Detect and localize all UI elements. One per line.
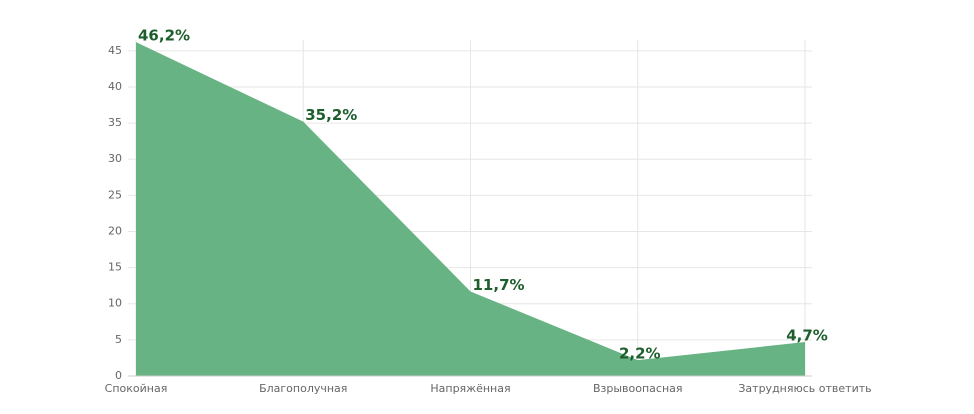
value-label: 46,2% bbox=[138, 27, 190, 45]
y-tick-label: 5 bbox=[115, 333, 122, 346]
y-tick-label: 25 bbox=[108, 188, 122, 201]
x-tick-label: Спокойная bbox=[105, 382, 168, 395]
value-label: 4,7% bbox=[786, 327, 828, 345]
x-tick-label: Благополучная bbox=[259, 382, 347, 395]
y-tick-label: 30 bbox=[108, 152, 122, 165]
y-tick-label: 45 bbox=[108, 44, 122, 57]
y-tick-label: 0 bbox=[115, 369, 122, 382]
y-tick-label: 20 bbox=[108, 224, 122, 237]
x-tick-label: Напряжённая bbox=[430, 382, 510, 395]
value-label: 2,2% bbox=[619, 345, 661, 363]
y-tick-label: 35 bbox=[108, 116, 122, 129]
y-tick-label: 10 bbox=[108, 297, 122, 310]
value-label: 35,2% bbox=[305, 106, 357, 124]
value-label: 11,7% bbox=[473, 276, 525, 294]
x-tick-label: Затрудняюсь ответить bbox=[738, 382, 871, 395]
y-tick-label: 15 bbox=[108, 261, 122, 274]
y-tick-label: 40 bbox=[108, 80, 122, 93]
x-tick-label: Взрывоопасная bbox=[593, 382, 683, 395]
area bbox=[136, 42, 805, 376]
